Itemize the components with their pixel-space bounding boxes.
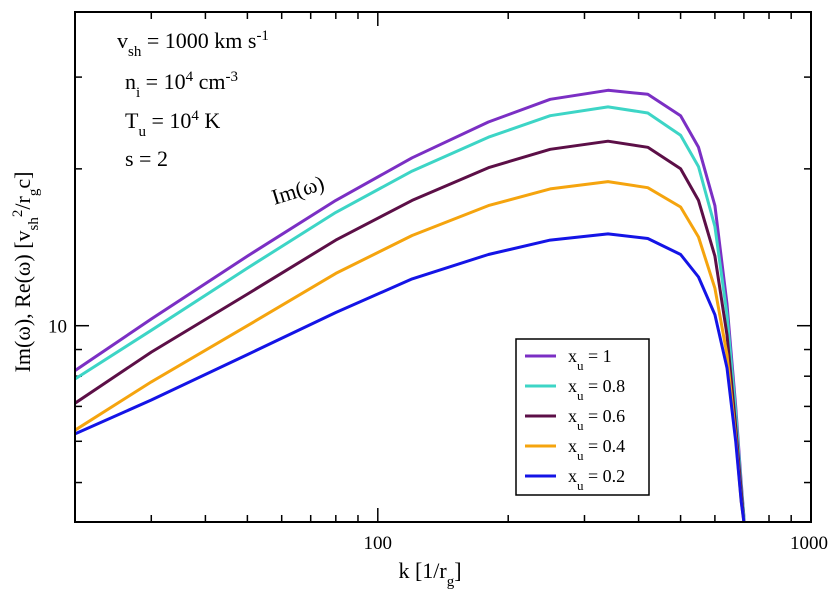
legend-label-1: xu = 1 xyxy=(568,346,612,373)
legend: xu = 1 xu = 0.8 xu = 0.6 xu = 0.4 xu = 0.2 xyxy=(515,338,650,496)
x-tick-label: 1000 xyxy=(790,533,828,554)
x-axis-label: k [1/rg] xyxy=(398,558,461,590)
param-s: s = 2 xyxy=(125,146,168,171)
x-tick-label: 100 xyxy=(364,533,393,554)
legend-label-3: xu = 0.6 xyxy=(568,406,625,433)
tick-labels: 100 1000 10 xyxy=(48,317,828,554)
plot-background xyxy=(75,12,811,522)
parameter-block: vsh = 1000 km s-1 ni = 104 cm-3 Tu = 104… xyxy=(117,28,269,171)
param-temperature: Tu = 104 K xyxy=(125,108,220,140)
legend-label-2: xu = 0.8 xyxy=(568,376,625,403)
legend-label-5: xu = 0.2 xyxy=(568,466,625,493)
legend-label-4: xu = 0.4 xyxy=(568,436,625,463)
plot-frame xyxy=(74,11,812,523)
series-layer xyxy=(75,88,746,522)
param-ion-density: ni = 104 cm-3 xyxy=(125,69,238,101)
param-shock-velocity: vsh = 1000 km s-1 xyxy=(117,28,269,60)
y-tick-label: 10 xyxy=(48,317,67,338)
series-line-5 xyxy=(75,232,746,522)
y-axis-label: Im(ω), Re(ω) [vsh2/rgc] xyxy=(10,172,42,373)
